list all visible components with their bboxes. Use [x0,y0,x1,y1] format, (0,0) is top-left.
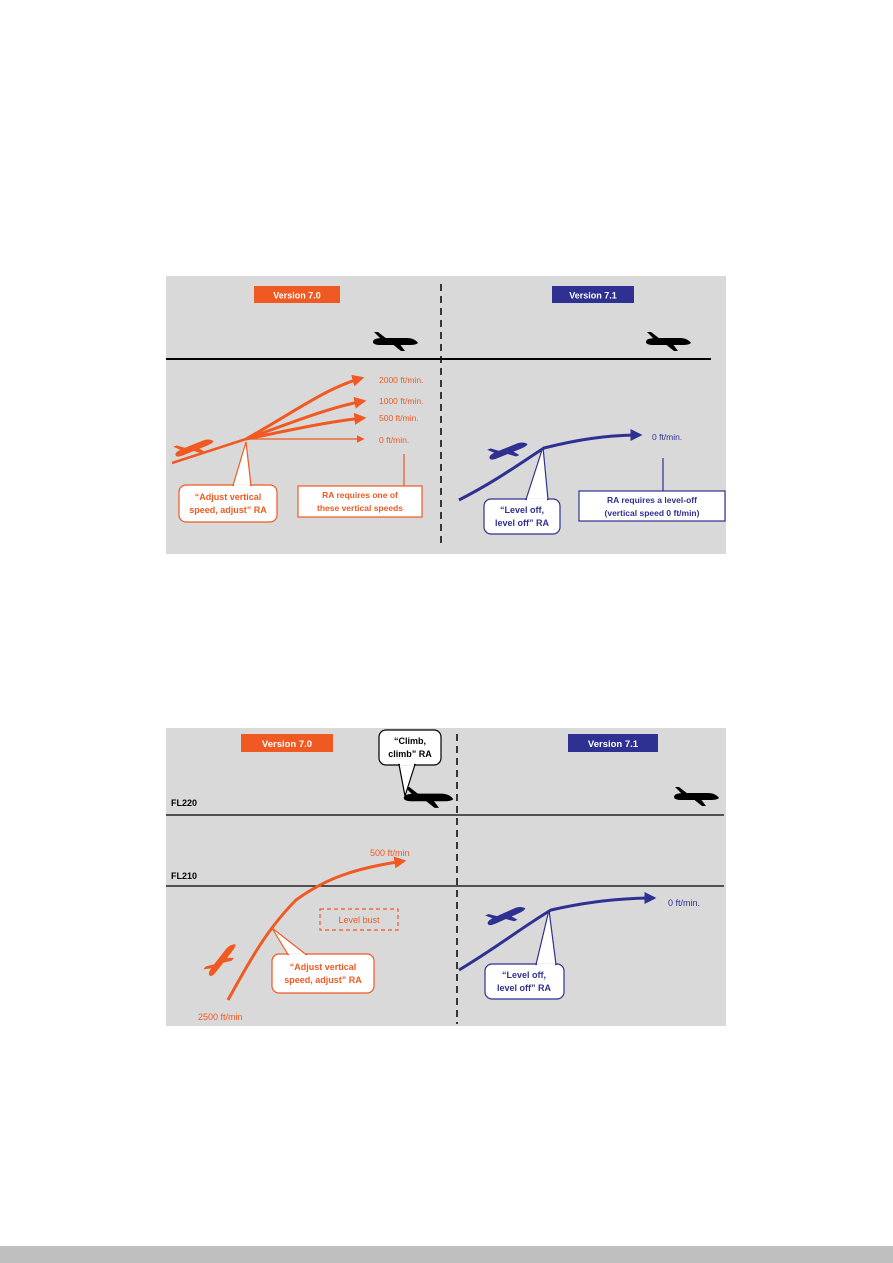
version-7-1-label: Version 7.1 [588,739,639,750]
ra-requirement-note-box [297,485,423,518]
adjust-vs-callout-line1: “Adjust vertical [290,962,357,972]
version-7-1-badge [568,734,658,752]
fl210-label: FL210 [171,871,197,881]
adjust-vs-callout [178,441,278,523]
adjust-vs-callout-line2: speed, adjust” RA [189,505,267,515]
adjust-vs-callout [271,927,375,994]
level-off-callout-line2: level off” RA [495,518,550,528]
version-7-0-badge [254,286,340,303]
speed-500-label: 500 ft/min. [379,413,419,423]
version-7-0-badge [241,734,333,752]
climb-callout-line1: “Climb, [394,736,426,746]
intruder-aircraft-icon [373,332,418,351]
climb-callout-line2: climb” RA [388,749,432,759]
own-trajectory-line [171,437,247,465]
level-bust-box [319,908,399,931]
level-off-requirement-note-line1: RA requires a level-off [607,495,697,505]
adjust-vs-callout-line1: “Adjust vertical [195,492,262,502]
level-off-trajectory-arrow [458,892,657,972]
speed-2000-label: 2000 ft/min. [379,375,423,385]
speed-1000-label: 1000 ft/min. [379,396,423,406]
climb-callout [378,729,442,797]
level-off-callout-line2: level off” RA [497,983,552,993]
version-7-1-badge [552,286,634,303]
fl220-label: FL220 [171,798,197,808]
own-aircraft-icon [202,938,242,981]
own-aircraft-icon [172,431,217,463]
intruder-aircraft-icon [403,787,454,808]
level-off-callout [484,909,565,1000]
trajectory-1000-arrow [245,396,367,441]
adjust-vs-callout-line2: speed, adjust” RA [284,975,362,985]
level-off-callout-line1: “Level off, [502,970,546,980]
level-off-callout [483,446,561,535]
figure-a-panel: Version 7.0 Version 7.1 2000 ft/min. 100… [166,276,726,554]
version-7-0-label: Version 7.0 [273,291,321,301]
version-7-1-label: Version 7.1 [569,291,617,301]
level-bust-label: Level bust [338,915,380,925]
level-off-callout-line1: “Level off, [500,505,544,515]
footer-bar [0,1246,893,1263]
version-7-0-label: Version 7.0 [262,739,312,750]
level-off-speed-label: 0 ft/min. [668,898,700,908]
level-off-trajectory-arrow [458,429,643,502]
level-off-speed-label: 0 ft/min. [652,432,682,442]
trajectory-2000-arrow [245,374,365,441]
figure-a-diagram: Version 7.0 Version 7.1 2000 ft/min. 100… [166,284,726,548]
ra-requirement-note-line1: RA requires one of [322,490,398,500]
intruder-aircraft-icon [646,332,691,351]
figure-b-diagram: FL220 FL210 Version 7.0 Version 7.1 “Cli… [166,729,724,1024]
level-off-requirement-note-box [578,490,726,522]
intruder-aircraft-icon [674,787,719,806]
figure-b-panel: FL220 FL210 Version 7.0 Version 7.1 “Cli… [166,728,726,1026]
level-off-requirement-note-line2: (vertical speed 0 ft/min) [605,508,700,518]
ra-requirement-note-line2: these vertical speeds [317,503,403,513]
speed-0-label: 0 ft/min. [379,435,409,445]
trajectory-500-arrow [245,412,367,441]
own-aircraft-icon [484,899,529,932]
level-bust-trajectory-arrow [226,856,407,1001]
end-speed-label: 500 ft/min [370,848,410,858]
start-speed-label: 2500 ft/min [198,1012,243,1022]
